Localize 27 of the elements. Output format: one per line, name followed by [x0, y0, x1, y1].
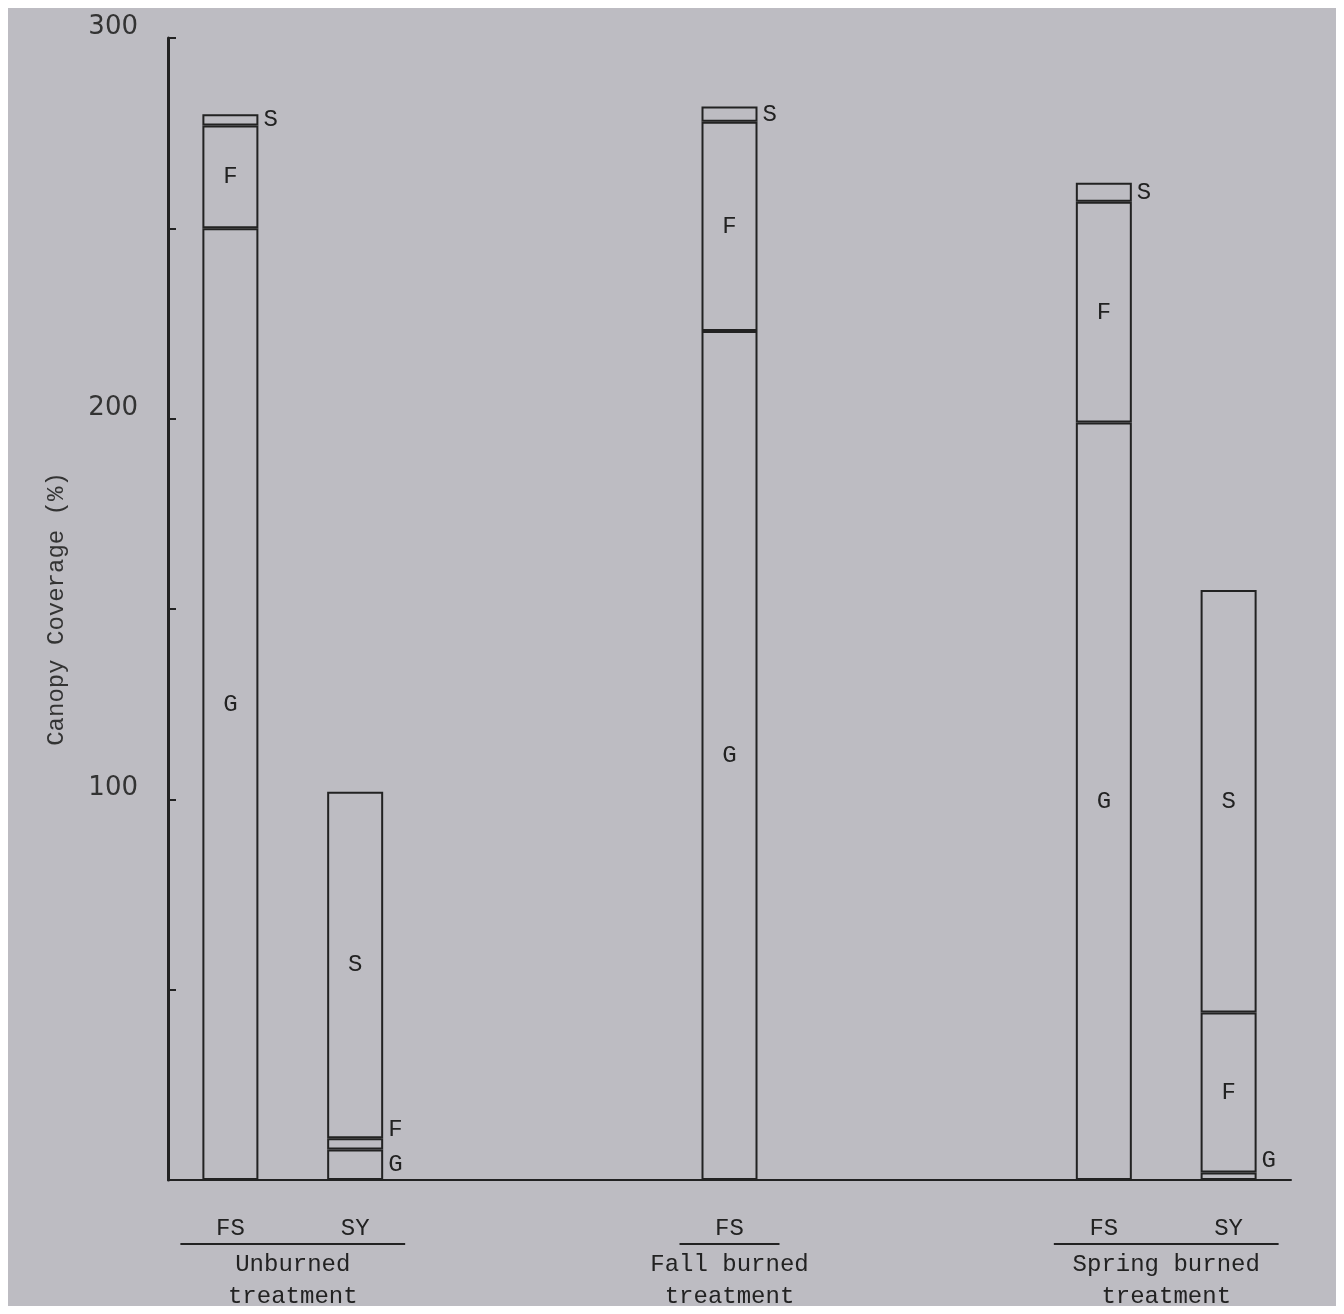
series-label: G: [388, 1151, 403, 1179]
y-tick-label: 200: [88, 390, 138, 421]
text: Fall burned treatment: [650, 1250, 809, 1310]
text: S: [1221, 787, 1236, 815]
text: G: [223, 690, 238, 718]
text: F: [722, 212, 737, 240]
text: F: [1221, 1078, 1236, 1106]
x-tick-label: SY: [1214, 1214, 1244, 1242]
text: G: [722, 742, 737, 770]
series-label: S: [263, 106, 278, 134]
y-tick-label: 300: [88, 10, 138, 40]
series-label: F: [388, 1116, 403, 1144]
x-tick-label: SY: [340, 1214, 370, 1242]
text: F: [223, 163, 238, 191]
text: S: [347, 951, 363, 979]
text: S: [1136, 178, 1152, 206]
text: F: [1096, 298, 1112, 326]
text: Spring burned treatment: [1072, 1250, 1260, 1310]
text: S: [762, 100, 777, 128]
text: G: [1261, 1146, 1277, 1174]
text: G: [1096, 787, 1112, 815]
text: Unburned treatment: [227, 1250, 358, 1310]
y-axis-title: Canopy Coverage (%): [42, 472, 70, 746]
x-tick-label: FS: [1089, 1214, 1119, 1242]
x-tick-label: FS: [215, 1214, 245, 1242]
x-tick-label: FS: [715, 1214, 744, 1242]
y-tick-label: 100: [88, 771, 138, 802]
